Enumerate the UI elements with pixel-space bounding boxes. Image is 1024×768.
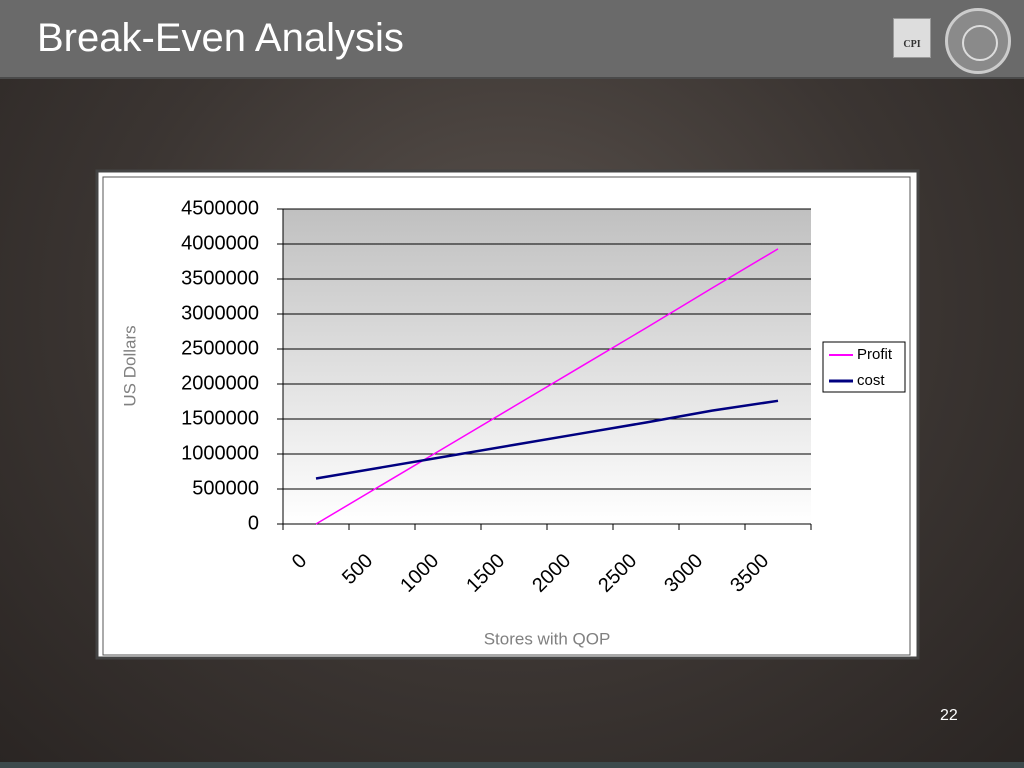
y-axis-title: US Dollars bbox=[120, 325, 139, 406]
series-line bbox=[315, 399, 779, 480]
y-tick-label: 3000000 bbox=[181, 302, 259, 324]
y-tick-label: 4500000 bbox=[181, 197, 259, 219]
x-axis-title: Stores with QOP bbox=[484, 629, 611, 648]
plot-area bbox=[283, 209, 811, 524]
y-tick-label: 3500000 bbox=[181, 267, 259, 289]
y-tick-label: 1500000 bbox=[181, 407, 259, 429]
y-tick-label: 1000000 bbox=[181, 442, 259, 464]
y-tick-label: 0 bbox=[248, 512, 259, 534]
y-tick-label: 2000000 bbox=[181, 372, 259, 394]
series-line bbox=[315, 248, 779, 525]
y-tick-label: 4000000 bbox=[181, 232, 259, 254]
logo: CPI bbox=[893, 18, 931, 58]
legend-label: Profit bbox=[857, 346, 893, 363]
y-tick-label: 2500000 bbox=[181, 337, 259, 359]
header bbox=[0, 0, 1024, 79]
seal bbox=[945, 8, 1011, 74]
page-number: 22 bbox=[940, 707, 958, 724]
footer-bar bbox=[0, 762, 1024, 768]
legend-box bbox=[822, 341, 906, 393]
slide-title: Break-Even Analysis bbox=[37, 16, 404, 60]
y-tick-label: 500000 bbox=[192, 477, 259, 499]
legend-label: cost bbox=[857, 372, 885, 389]
